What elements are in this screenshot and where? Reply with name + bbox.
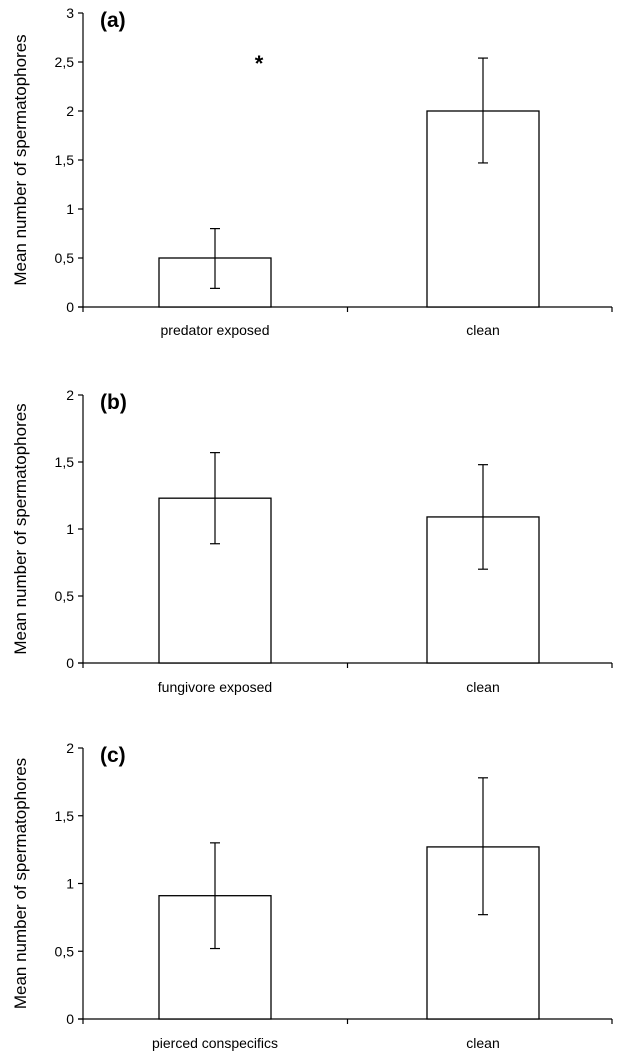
y-axis-label: Mean number of spermatophores [11,34,30,285]
y-tick-label: 0,5 [55,588,75,604]
panel-label: (c) [100,744,126,767]
y-tick-label: 0 [66,1011,74,1027]
y-tick-label: 3 [66,5,74,21]
y-tick-label: 1,5 [55,152,75,168]
category-label: clean [466,679,499,695]
y-tick-label: 0 [66,655,74,671]
y-tick-label: 1 [66,521,74,537]
category-label: fungivore exposed [158,679,272,695]
y-tick-label: 0,5 [55,943,75,959]
panel-label: (b) [100,391,127,414]
chart-panel: 0 0,5 1 1,5 2 pierced conspecifics clean (c) Mea… [11,740,613,1051]
chart-panel: 0 0,5 1 1,5 2 2,5 3 predator exposed clean * (a) Me… [11,5,613,338]
category-label: clean [466,322,499,338]
y-axis-label: Mean number of spermatophores [11,403,30,654]
y-tick-label: 2 [66,387,74,403]
y-tick-label: 1 [66,201,74,217]
y-tick-label: 2 [66,103,74,119]
y-tick-label: 2 [66,740,74,756]
y-tick-label: 1 [66,876,74,892]
y-tick-label: 0,5 [55,250,75,266]
chart-panel: 0 0,5 1 1,5 2 fungivore exposed clean (b) Mean n… [11,387,613,695]
y-tick-label: 1,5 [55,454,75,470]
panel-label: (a) [100,9,126,32]
y-tick-label: 1,5 [55,808,75,824]
y-tick-label: 0 [66,299,74,315]
y-tick-label: 2,5 [55,54,75,70]
category-label: clean [466,1035,499,1051]
significance-marker: * [255,51,264,76]
y-axis-label: Mean number of spermatophores [11,758,30,1009]
category-label: pierced conspecifics [152,1035,278,1051]
category-label: predator exposed [161,322,270,338]
